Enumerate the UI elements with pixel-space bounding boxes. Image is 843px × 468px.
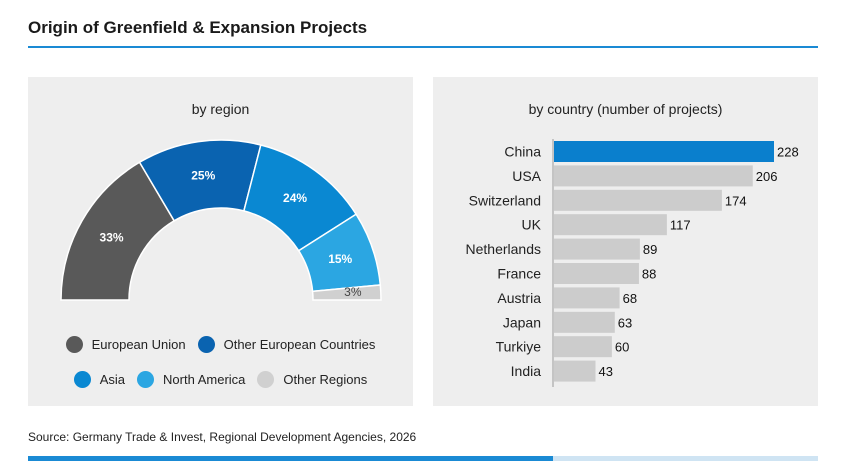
bar-china	[554, 141, 774, 162]
country-chart-title: by country (number of projects)	[528, 101, 723, 117]
category-label: Turkiye	[496, 339, 542, 355]
value-label: 88	[642, 267, 656, 282]
bar-usa	[554, 165, 753, 187]
category-label: Netherlands	[466, 241, 542, 257]
value-label: 63	[618, 315, 632, 330]
chart-title: Origin of Greenfield & Expansion Project…	[28, 18, 368, 37]
legend-row-2: Asia North America Other Regions	[28, 371, 413, 388]
footer-bar-dark	[28, 456, 553, 461]
region-panel: by region 33% 25% 24% 15% 3% European Union O…	[28, 77, 413, 406]
bar-netherlands	[554, 238, 640, 260]
legend-label: North America	[163, 372, 246, 387]
slice-label: 25%	[191, 168, 215, 182]
country-panel: by country (number of projects) China 228…	[433, 77, 818, 406]
legend-item: Asia	[73, 371, 126, 388]
legend-item: North America	[137, 371, 245, 388]
legend-swatch	[73, 371, 91, 388]
source-note: Source: Germany Trade & Invest, Regional…	[28, 430, 417, 444]
bar-france	[554, 263, 639, 284]
category-label: Switzerland	[469, 192, 541, 208]
value-label: 206	[756, 169, 778, 184]
legend-label: European Union	[91, 337, 186, 352]
country-bar-chart: China 228 USA 206 Switzerland 174 UK 117 Netherl…	[466, 139, 799, 387]
category-label: India	[511, 363, 542, 379]
bar-india	[554, 360, 596, 382]
bar-japan	[554, 311, 615, 333]
legend-swatch	[65, 336, 83, 353]
legend-item: European Union	[65, 336, 186, 353]
slice-label: 3%	[344, 285, 362, 299]
value-label: 89	[643, 242, 657, 257]
bar-turkiye	[554, 336, 612, 358]
category-label: France	[497, 266, 541, 282]
category-label: USA	[512, 168, 541, 184]
legend-item: Other Regions	[257, 371, 367, 388]
category-label: Japan	[503, 314, 541, 330]
legend-label: Other European Countries	[223, 337, 376, 352]
footer-bar-light	[553, 456, 818, 461]
bar-uk	[554, 214, 667, 236]
region-chart-title: by region	[191, 101, 250, 117]
value-label: 117	[670, 218, 691, 233]
value-label: 68	[623, 291, 637, 306]
slice-other-regions	[311, 284, 382, 301]
legend-label: Other Regions	[283, 372, 368, 387]
category-label: UK	[522, 217, 542, 233]
bar-switzerland	[554, 189, 722, 211]
legend-row-1: European Union Other European Countries	[28, 336, 413, 353]
slice-label: 24%	[283, 191, 307, 205]
region-donut-chart: 33% 25% 24% 15% 3%	[60, 139, 382, 301]
legend-swatch	[257, 371, 275, 388]
value-label: 43	[598, 364, 612, 379]
value-label: 60	[615, 340, 629, 355]
value-label: 174	[725, 193, 747, 208]
title-rule	[28, 46, 818, 48]
slice-label: 15%	[328, 252, 352, 266]
value-label: 228	[777, 145, 799, 160]
slice-label: 33%	[100, 231, 124, 245]
legend-swatch	[137, 371, 155, 388]
legend-item: Other European Countries	[197, 336, 376, 353]
category-label: China	[504, 144, 541, 160]
legend-label: Asia	[99, 372, 126, 387]
legend-swatch	[197, 336, 215, 353]
bar-austria	[554, 287, 620, 309]
category-label: Austria	[497, 290, 541, 306]
